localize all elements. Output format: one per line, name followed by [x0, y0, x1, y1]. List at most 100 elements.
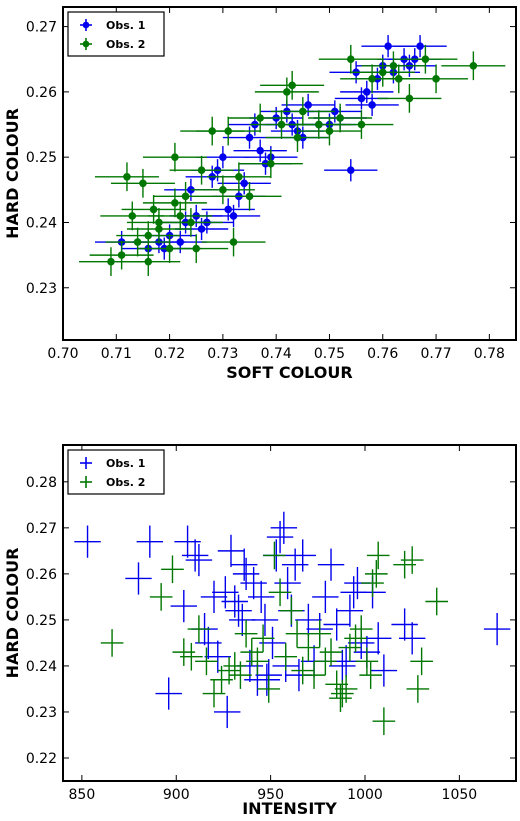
data-point — [100, 629, 124, 657]
data-point — [281, 93, 335, 117]
marker — [229, 212, 238, 220]
x-tick-label: 0.78 — [474, 346, 505, 362]
panel-soft-vs-hard: 0.70 0.71 0.72 0.73 0.74 0.75 0.76 0.77 0.78 0.23… — [3, 6, 517, 382]
data-point — [370, 654, 398, 687]
data-point — [404, 64, 469, 94]
legend-item: Obs. 1 — [80, 19, 145, 32]
data-point — [251, 624, 275, 653]
marker — [378, 68, 387, 77]
x-tick-label: 0.73 — [207, 346, 238, 362]
marker — [139, 179, 147, 188]
marker — [384, 42, 392, 50]
marker — [224, 205, 233, 214]
x-tick-label: 0.77 — [420, 346, 451, 362]
data-point — [161, 555, 184, 584]
data-point — [185, 543, 213, 577]
data-point — [391, 608, 418, 641]
legend: Obs. 1 Obs. 2 — [67, 11, 165, 57]
marker — [469, 61, 478, 70]
legend-item: Obs. 2 — [80, 38, 145, 51]
marker — [389, 61, 398, 70]
x-tick-label: 950 — [257, 787, 284, 803]
data-point — [206, 204, 261, 228]
data-point — [361, 51, 426, 81]
marker — [197, 225, 206, 233]
data-point — [116, 247, 181, 277]
y-tick-label: 0.22 — [26, 751, 57, 767]
x-axis-label: INTENSITY — [242, 799, 337, 818]
data-point — [155, 677, 182, 710]
marker — [176, 238, 185, 246]
marker — [219, 153, 227, 161]
x-tick-label: 0.70 — [47, 346, 78, 362]
data-point — [324, 159, 378, 182]
data-point — [350, 57, 415, 87]
data-point — [254, 77, 319, 107]
y-axis-label: HARD COLOUR — [3, 108, 22, 239]
marker — [133, 238, 142, 246]
legend-marker — [82, 40, 90, 48]
data-point — [317, 548, 345, 581]
data-point — [126, 214, 191, 244]
marker — [117, 251, 126, 259]
y-axis-label: HARD COLOUR — [3, 548, 22, 679]
marker — [256, 146, 264, 155]
marker — [219, 186, 227, 194]
data-point — [214, 695, 241, 729]
marker — [235, 172, 243, 181]
data-point — [323, 608, 350, 641]
marker — [171, 153, 179, 161]
legend-frame — [67, 11, 165, 57]
marker — [421, 55, 430, 64]
data-point — [349, 615, 373, 643]
data-point — [234, 619, 258, 648]
data-point — [398, 622, 426, 655]
data-point — [260, 70, 325, 100]
marker — [155, 225, 163, 233]
data-point — [200, 580, 228, 613]
data-point — [365, 560, 388, 588]
legend-item: Obs. 1 — [80, 457, 145, 470]
data-point — [406, 675, 430, 703]
data-point — [225, 594, 252, 627]
marker — [336, 114, 344, 122]
data-point — [187, 615, 211, 643]
legend-label: Obs. 1 — [106, 19, 145, 32]
data-point — [142, 142, 207, 172]
marker — [240, 179, 248, 188]
x-tick-label: 0.75 — [314, 346, 345, 362]
data-point — [280, 596, 303, 625]
data-point — [336, 594, 364, 627]
y-tick-label: 0.24 — [26, 659, 57, 675]
data-point — [257, 675, 281, 703]
data-point — [247, 580, 275, 613]
marker — [245, 192, 254, 201]
legend-label: Obs. 2 — [106, 38, 145, 51]
data-point — [136, 525, 164, 558]
data-point — [274, 566, 301, 600]
y-tick-label: 0.28 — [26, 475, 57, 491]
data-point — [153, 181, 218, 211]
series-obs-2 — [78, 44, 506, 277]
marker — [325, 127, 334, 135]
data-point — [345, 93, 399, 117]
data-point — [297, 633, 320, 662]
data-point — [110, 168, 175, 198]
marker — [432, 75, 440, 83]
legend-item: Obs. 2 — [80, 476, 145, 489]
data-point — [425, 587, 449, 616]
data-point — [253, 663, 281, 696]
data-point — [329, 649, 356, 683]
data-point — [158, 208, 223, 237]
x-tick-label: 0.76 — [367, 346, 398, 362]
data-point — [285, 619, 309, 648]
data-point — [393, 44, 458, 74]
legend-frame — [67, 449, 165, 495]
series-obs-2 — [100, 541, 449, 735]
data-point — [297, 116, 362, 146]
marker — [224, 127, 233, 135]
marker — [346, 55, 355, 64]
data-point — [332, 645, 360, 678]
x-tick-label: 1050 — [442, 787, 478, 803]
